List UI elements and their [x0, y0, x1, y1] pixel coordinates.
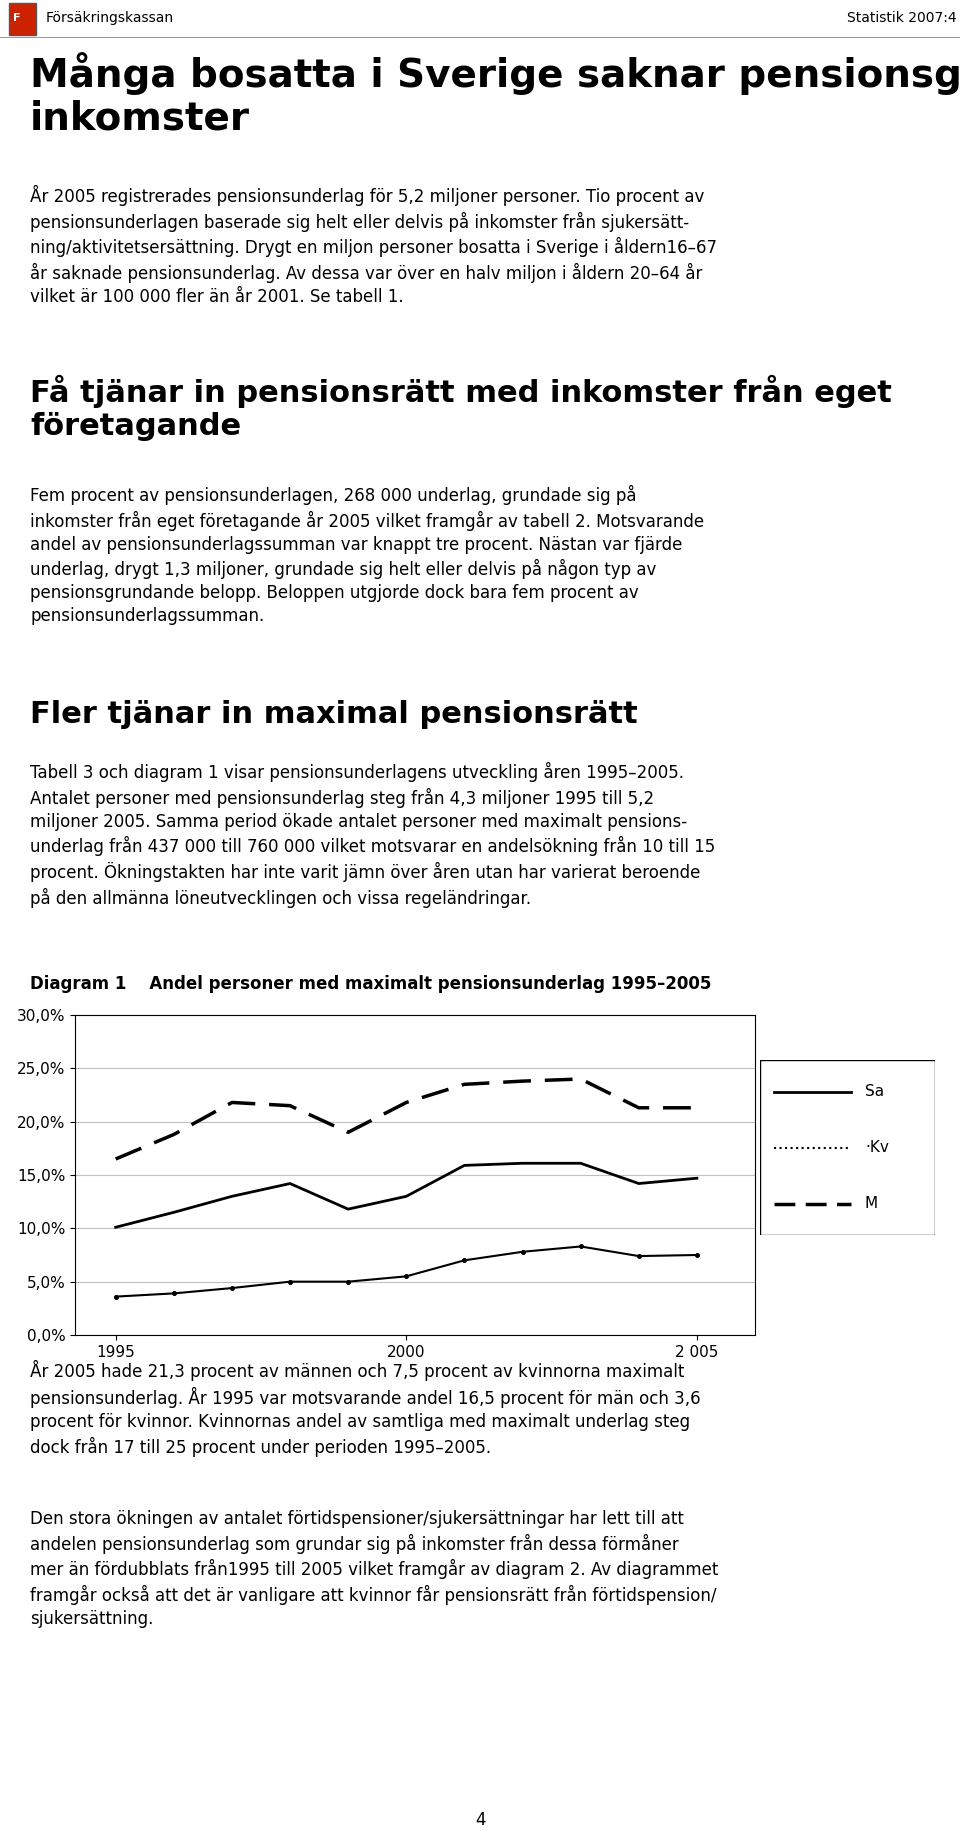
Text: Statistik 2007:4: Statistik 2007:4	[848, 11, 957, 26]
·Kv	[343, 1271, 354, 1293]
Sa	[691, 1167, 703, 1189]
M	[459, 1073, 470, 1095]
Text: Den stora ökningen av antalet förtidspensioner/sjukersättningar har lett till at: Den stora ökningen av antalet förtidspen…	[30, 1511, 718, 1627]
·Kv	[459, 1249, 470, 1271]
M	[343, 1121, 354, 1143]
M	[284, 1095, 296, 1117]
Text: Fem procent av pensionsunderlagen, 268 000 underlag, grundade sig på
inkomster f: Fem procent av pensionsunderlagen, 268 0…	[30, 486, 704, 624]
·Kv	[400, 1265, 412, 1287]
Sa	[516, 1153, 528, 1175]
Text: F: F	[12, 13, 20, 24]
Text: Sa: Sa	[865, 1084, 884, 1099]
Text: År 2005 hade 21,3 procent av männen och 7,5 procent av kvinnorna maximalt
pensio: År 2005 hade 21,3 procent av männen och …	[30, 1359, 701, 1457]
Line: Sa: Sa	[116, 1164, 697, 1226]
Sa	[459, 1154, 470, 1177]
·Kv	[516, 1241, 528, 1263]
·Kv	[691, 1243, 703, 1265]
M	[516, 1069, 528, 1092]
Text: Diagram 1    Andel personer med maximalt pensionsunderlag 1995–2005: Diagram 1 Andel personer med maximalt pe…	[30, 975, 711, 994]
Sa	[343, 1199, 354, 1221]
M	[400, 1092, 412, 1114]
Line: ·Kv: ·Kv	[113, 1243, 700, 1300]
Text: 4: 4	[475, 1812, 485, 1829]
M	[633, 1097, 644, 1119]
·Kv	[227, 1276, 238, 1298]
Text: År 2005 registrerades pensionsunderlag för 5,2 miljoner personer. Tio procent av: År 2005 registrerades pensionsunderlag f…	[30, 185, 717, 307]
M	[691, 1097, 703, 1119]
Text: Få tjänar in pensionsrätt med inkomster från eget
företagande: Få tjänar in pensionsrätt med inkomster …	[30, 375, 892, 441]
M	[227, 1092, 238, 1114]
Text: Tabell 3 och diagram 1 visar pensionsunderlagens utveckling åren 1995–2005.
Anta: Tabell 3 och diagram 1 visar pensionsund…	[30, 763, 715, 907]
M	[110, 1149, 122, 1171]
·Kv	[110, 1286, 122, 1308]
Line: M: M	[116, 1079, 697, 1160]
Text: ·Kv: ·Kv	[865, 1140, 889, 1154]
Sa	[400, 1186, 412, 1208]
Sa	[633, 1173, 644, 1195]
Sa	[168, 1201, 180, 1223]
Sa	[227, 1186, 238, 1208]
FancyBboxPatch shape	[760, 1060, 935, 1236]
·Kv	[575, 1236, 587, 1258]
·Kv	[633, 1245, 644, 1267]
Sa	[575, 1153, 587, 1175]
Sa	[284, 1173, 296, 1195]
FancyBboxPatch shape	[9, 4, 36, 35]
Text: Försäkringskassan: Försäkringskassan	[46, 11, 174, 26]
Sa	[110, 1215, 122, 1237]
Text: Fler tjänar in maximal pensionsrätt: Fler tjänar in maximal pensionsrätt	[30, 700, 637, 730]
Text: M: M	[865, 1197, 878, 1212]
·Kv	[168, 1282, 180, 1304]
·Kv	[284, 1271, 296, 1293]
M	[168, 1123, 180, 1145]
Text: Många bosatta i Sverige saknar pensionsgrundande
inkomster: Många bosatta i Sverige saknar pensionsg…	[30, 52, 960, 137]
M	[575, 1068, 587, 1090]
